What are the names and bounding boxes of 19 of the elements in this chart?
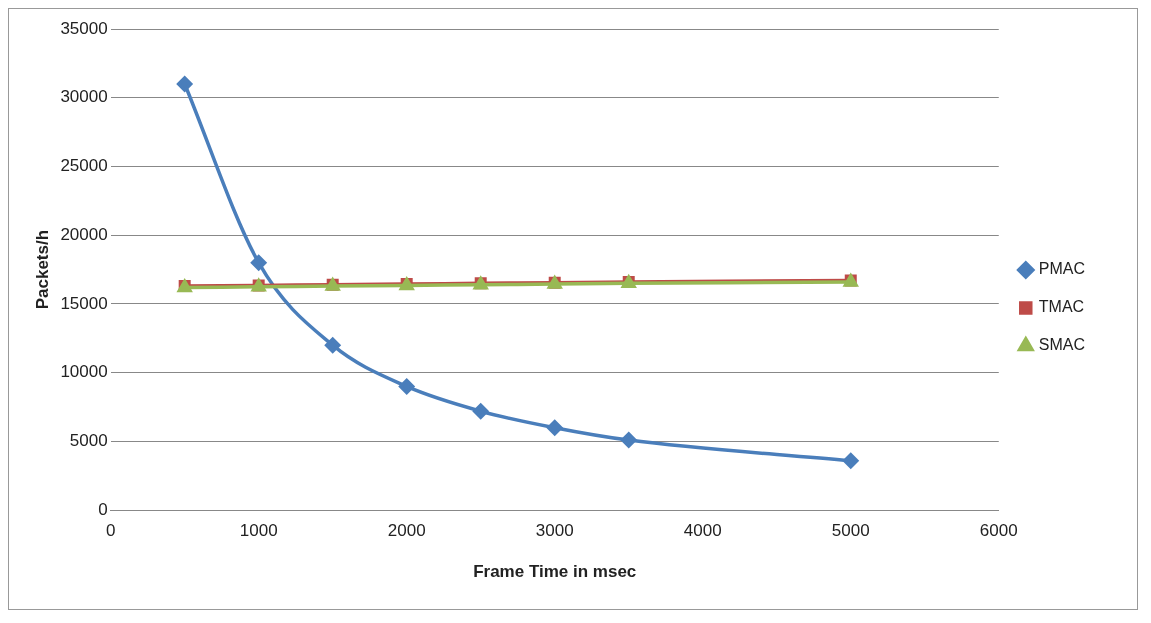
y-tick-label: 5000 <box>69 431 108 451</box>
x-tick-label: 1000 <box>239 521 278 541</box>
legend-label: SMAC <box>1038 336 1086 354</box>
legend-label: TMAC <box>1038 298 1085 316</box>
y-tick-label: 30000 <box>60 87 108 107</box>
y-tick-label: 10000 <box>60 362 108 382</box>
y-tick-label: 25000 <box>60 156 108 176</box>
x-tick-label: 5000 <box>831 521 870 541</box>
x-axis-title: Frame Time in msec <box>473 562 637 582</box>
y-tick-label: 15000 <box>60 293 108 313</box>
x-tick-label: 2000 <box>387 521 426 541</box>
y-axis-title: Packets/h <box>32 229 52 310</box>
x-tick-label: 6000 <box>979 521 1018 541</box>
x-tick-label: 4000 <box>683 521 722 541</box>
y-tick-label: 20000 <box>60 224 108 244</box>
legend-label: PMAC <box>1038 260 1086 278</box>
y-tick-label: 0 <box>98 499 108 519</box>
y-tick-label: 35000 <box>60 18 108 38</box>
x-tick-label: 3000 <box>535 521 574 541</box>
